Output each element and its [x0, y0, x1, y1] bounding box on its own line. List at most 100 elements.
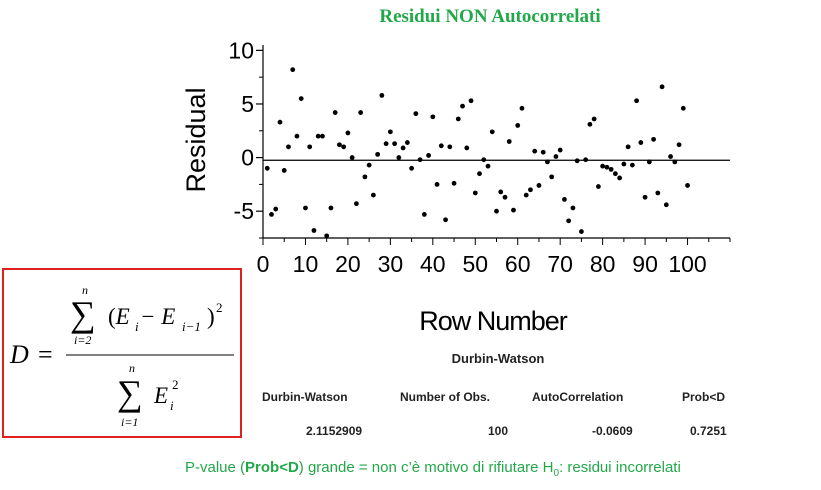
num-minus: − E — [140, 304, 175, 329]
durbin-watson-heading: Durbin-Watson — [451, 351, 545, 366]
data-point — [574, 158, 580, 164]
data-point — [638, 140, 644, 145]
dw-value-autocorrelation: -0.0609 — [592, 424, 633, 438]
data-point — [642, 194, 648, 200]
data-point — [392, 141, 398, 147]
data-point — [506, 139, 512, 144]
data-point — [358, 110, 364, 115]
data-point — [375, 151, 381, 157]
num-sub1: i — [135, 319, 139, 334]
data-point — [579, 229, 584, 234]
data-point — [464, 145, 470, 151]
dw-header-prob: Prob<D — [682, 390, 726, 404]
y-axis: 10 5 0 -5 — [228, 37, 264, 239]
data-point — [604, 164, 610, 170]
data-point — [634, 98, 639, 104]
data-point — [307, 144, 313, 150]
data-point — [286, 144, 291, 150]
data-point — [349, 155, 355, 160]
y-tick-label: 10 — [228, 37, 254, 63]
data-point — [680, 105, 686, 111]
den-sum-sign: ∑ — [117, 373, 143, 413]
data-point — [676, 142, 682, 148]
data-point — [562, 197, 567, 202]
den-sum-top: n — [129, 361, 135, 375]
data-point — [421, 212, 427, 217]
data-point — [629, 162, 635, 168]
data-point — [315, 133, 321, 139]
data-point — [625, 144, 631, 150]
data-point — [477, 171, 482, 177]
note-subscript: 0 — [553, 468, 560, 479]
data-point — [672, 159, 678, 165]
data-point — [273, 206, 279, 212]
data-point — [685, 183, 690, 188]
num-sum-top: n — [82, 283, 88, 297]
x-tick-label: 0 — [257, 251, 270, 277]
data-point — [583, 157, 589, 163]
x-tick-label: 80 — [590, 251, 616, 277]
x-tick-label: 90 — [632, 251, 658, 277]
dw-value-prob: 0.7251 — [690, 424, 727, 438]
data-point — [447, 144, 453, 150]
den-sub: i — [170, 398, 174, 413]
data-point — [668, 154, 673, 159]
x-tick-label: 40 — [420, 251, 446, 277]
data-point — [663, 202, 669, 208]
dw-header-nobs: Number of Obs. — [400, 390, 491, 404]
chart-title: Residui NON Autocorrelati — [379, 6, 601, 27]
data-point — [587, 121, 593, 127]
data-point — [595, 184, 601, 189]
data-point — [332, 110, 338, 115]
data-point — [549, 174, 555, 180]
data-point — [409, 165, 414, 171]
data-point — [434, 181, 440, 187]
x-axis: 0 10 20 30 40 50 60 70 80 90 100 — [257, 237, 731, 277]
dw-header-autocorrelation: AutoCorrelation — [532, 390, 624, 404]
data-point — [277, 119, 283, 125]
data-point — [472, 190, 478, 196]
data-point — [519, 105, 525, 111]
data-point — [426, 153, 431, 158]
den-sum-bottom: i=1 — [121, 415, 138, 429]
data-point — [328, 205, 334, 211]
x-tick-label: 100 — [668, 251, 706, 277]
data-point — [264, 165, 270, 171]
dw-value-nobs: 100 — [488, 424, 509, 438]
data-point — [528, 187, 533, 193]
data-point — [566, 218, 572, 224]
data-point — [298, 96, 304, 102]
data-point — [659, 84, 665, 90]
x-tick-label: 10 — [293, 251, 319, 277]
x-tick-label: 30 — [378, 251, 404, 277]
note-suffix: : residui incorrelati — [559, 459, 681, 476]
note-prefix: P-value ( — [185, 459, 246, 476]
data-point — [570, 205, 576, 211]
data-point — [430, 114, 436, 120]
num-sub2: i−1 — [182, 319, 201, 334]
interpretation-note: P-value (Prob<D) grande = non c’è motivo… — [185, 459, 821, 479]
data-point — [485, 163, 491, 169]
data-point — [294, 133, 300, 139]
data-point — [354, 201, 359, 207]
data-point — [396, 155, 402, 160]
data-point — [404, 140, 410, 145]
data-point — [379, 92, 385, 98]
data-point — [536, 183, 542, 188]
durbin-watson-formula: D = n ∑ i=2 (E i − E i−1 ) 2 n ∑ i=1 E i… — [2, 268, 242, 438]
data-point — [553, 154, 559, 159]
data-point — [545, 159, 550, 165]
formula-graphic: D = n ∑ i=2 (E i − E i−1 ) 2 n ∑ i=1 E i… — [9, 283, 234, 429]
num-power: 2 — [216, 300, 223, 315]
data-point — [400, 145, 406, 151]
data-point — [311, 228, 317, 233]
data-point — [557, 147, 563, 153]
data-point — [502, 194, 508, 200]
y-tick-label: -5 — [234, 198, 254, 224]
data-point — [303, 205, 308, 211]
num-close: ) — [207, 304, 215, 329]
note-middle: ) grande = non c’è motivo di rifiutare H — [298, 459, 554, 476]
data-point — [417, 157, 423, 163]
data-point — [621, 161, 627, 167]
